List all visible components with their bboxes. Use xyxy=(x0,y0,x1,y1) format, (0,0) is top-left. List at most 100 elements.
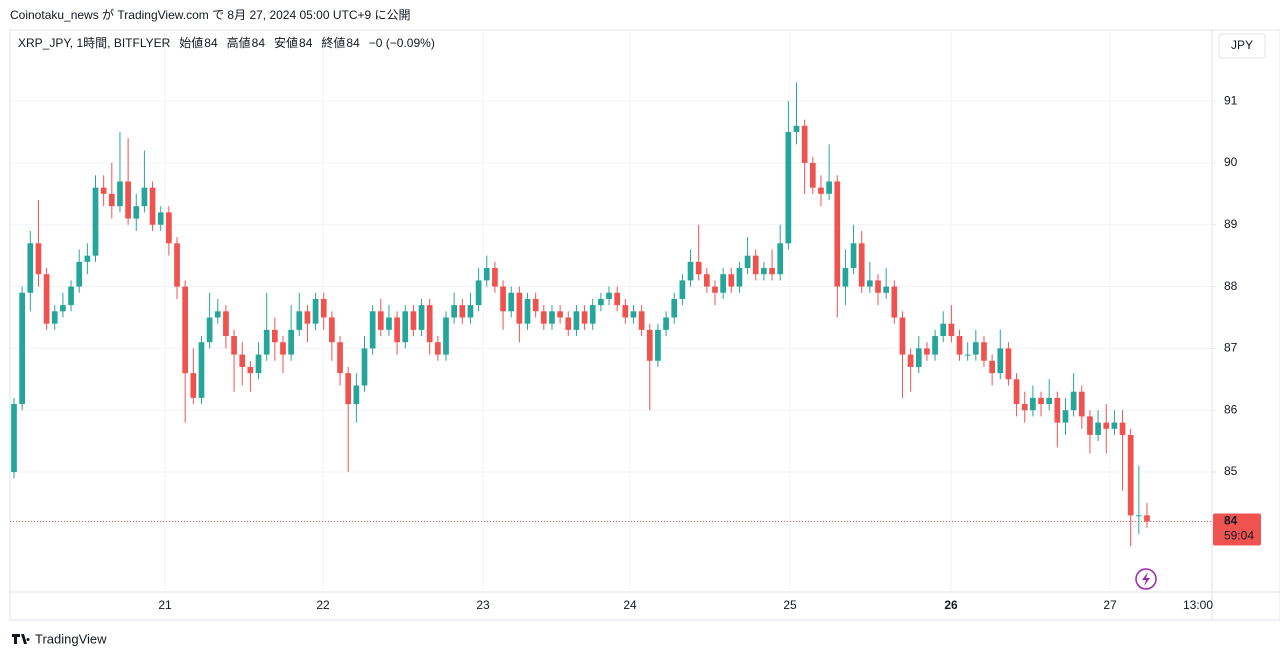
candle-body xyxy=(1078,391,1085,417)
candle-body xyxy=(826,181,832,194)
last-price-box xyxy=(1213,513,1261,546)
legend-value: 84 xyxy=(299,36,313,50)
event-icon[interactable] xyxy=(1135,568,1157,590)
candle-body xyxy=(108,193,115,207)
candle-body xyxy=(459,305,466,318)
x-tick-label: 26 xyxy=(944,598,958,612)
candle-body xyxy=(687,261,694,281)
candle-body xyxy=(166,212,172,244)
candle-body xyxy=(956,336,963,355)
header: Coinotaku_news が TradingView.com で 8月 27… xyxy=(10,7,411,22)
legend-key: 終値 xyxy=(321,35,345,50)
candle-body xyxy=(850,243,857,269)
candle-body xyxy=(280,342,286,355)
candle-body xyxy=(426,305,433,343)
candle-body xyxy=(263,329,270,355)
candle-body xyxy=(410,311,417,330)
candle-body xyxy=(1070,391,1077,411)
candle-body xyxy=(394,317,400,343)
candle-body xyxy=(60,305,66,312)
candle-body xyxy=(818,187,824,194)
candle-body xyxy=(198,342,205,398)
candle-body xyxy=(516,292,523,324)
candle-body xyxy=(100,187,107,194)
candle-body xyxy=(1103,422,1110,429)
candle-body xyxy=(508,292,515,312)
currency-button[interactable] xyxy=(1218,33,1266,59)
candle-body xyxy=(581,311,588,324)
legend-value: 84 xyxy=(252,36,266,50)
candle-body xyxy=(720,274,726,293)
candle-body xyxy=(435,342,441,355)
candle-body xyxy=(206,317,213,343)
candle-body xyxy=(769,268,775,275)
candle-body xyxy=(483,268,490,281)
candle-body xyxy=(744,255,751,269)
candle-body xyxy=(565,317,572,330)
candle-body xyxy=(655,329,661,361)
y-tick-label: 90 xyxy=(1224,155,1238,169)
candle-body xyxy=(1013,379,1020,405)
candle-body xyxy=(353,385,360,405)
legend: XRP_JPY, 1時間, BITFLYER 始値 84 高値 84 安値 84 終値 84 −0… xyxy=(18,35,435,50)
candle-body xyxy=(1054,397,1061,423)
candle-body xyxy=(1144,515,1150,522)
candle-body xyxy=(1119,422,1126,435)
x-tick-label: 13:00 xyxy=(1183,598,1213,612)
candle-body xyxy=(972,342,979,355)
x-tick-label: 21 xyxy=(158,598,172,612)
candle-body xyxy=(117,181,123,207)
candle-body xyxy=(247,366,254,374)
candle-body xyxy=(907,354,914,367)
candle-body xyxy=(671,298,678,318)
y-tick-label: 91 xyxy=(1224,93,1238,107)
currency[interactable]: JPY xyxy=(1231,38,1253,52)
candle-body xyxy=(524,298,531,324)
candle-body xyxy=(981,342,987,361)
candle-body xyxy=(989,360,995,374)
candle-body xyxy=(614,292,621,306)
candle-body xyxy=(51,311,58,324)
candle-body xyxy=(157,212,164,225)
candle-body xyxy=(785,132,792,244)
candle-body xyxy=(475,280,482,306)
candle-body xyxy=(589,305,596,324)
candle-body xyxy=(549,311,555,324)
candle-body xyxy=(638,311,645,330)
candle-body xyxy=(182,286,189,374)
x-tick-label: 25 xyxy=(783,598,797,612)
candle-body xyxy=(867,280,873,287)
candle-body xyxy=(761,268,767,275)
candle-body xyxy=(377,311,384,330)
x-tick-label: 22 xyxy=(316,598,330,612)
candle-body xyxy=(1030,397,1036,411)
symbol: XRP_JPY, 1時間, BITFLYER xyxy=(18,36,171,50)
candle-body xyxy=(19,292,26,405)
candle-body xyxy=(630,311,637,318)
candle-body xyxy=(361,348,368,386)
candle-body xyxy=(27,243,34,293)
candle-body xyxy=(1087,416,1093,435)
candle-body xyxy=(345,373,352,405)
candle-body xyxy=(891,286,898,318)
x-tick-label: 27 xyxy=(1103,598,1117,612)
candle-body xyxy=(402,311,409,343)
candle-body xyxy=(141,187,148,207)
candle-body xyxy=(1038,397,1044,405)
candle-body xyxy=(875,280,881,293)
candle-body xyxy=(418,305,425,330)
y-tick-label: 86 xyxy=(1224,402,1238,416)
candle-body xyxy=(304,311,311,324)
candle-body xyxy=(915,348,922,367)
candle-body xyxy=(899,317,906,355)
x-tick-label: 24 xyxy=(623,598,637,612)
candle-body xyxy=(997,348,1004,374)
candle-body xyxy=(337,342,343,374)
candle-body xyxy=(76,261,83,287)
candle-body xyxy=(712,286,718,293)
candle-body xyxy=(125,181,131,219)
candle-body xyxy=(1095,422,1101,435)
candle-body xyxy=(386,317,392,330)
candle-body xyxy=(492,268,498,287)
